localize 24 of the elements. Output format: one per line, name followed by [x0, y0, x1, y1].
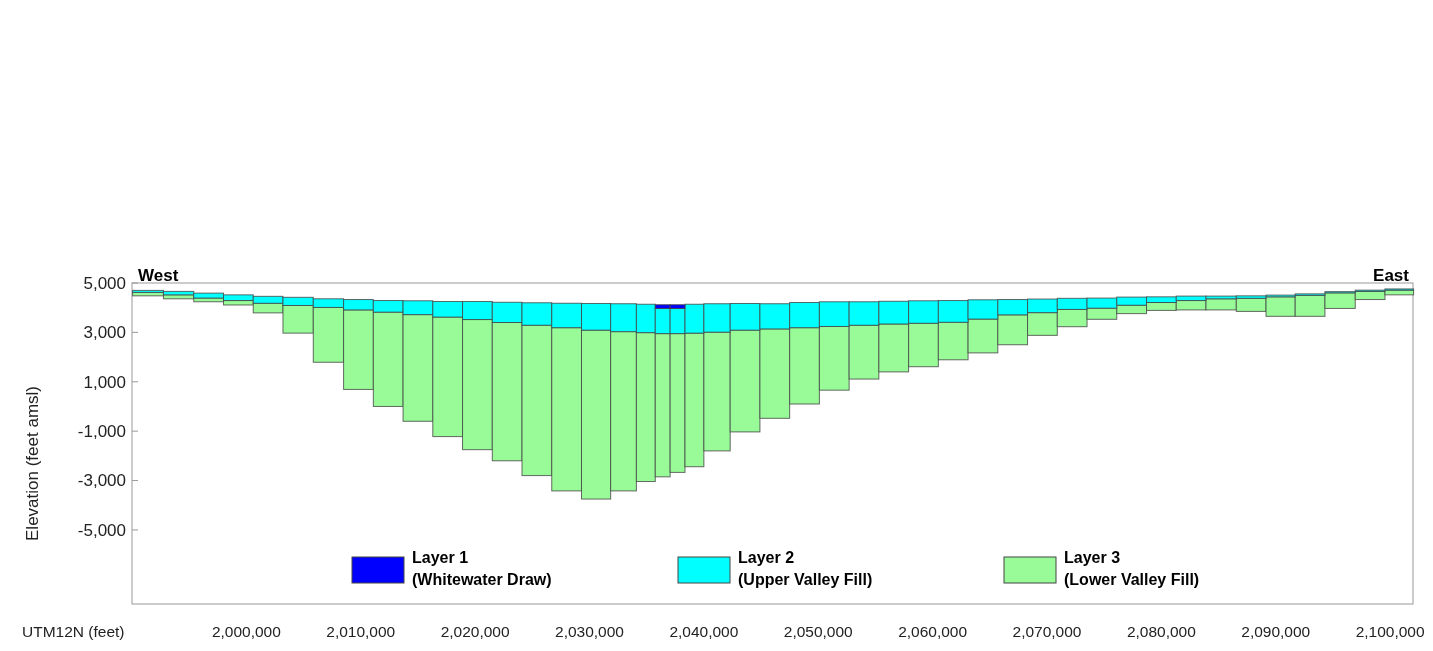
legend-label: Layer 1 (Whitewater Draw) — [412, 549, 552, 588]
x-axis-title: UTM12N (feet) — [22, 623, 125, 640]
annotation: East — [1373, 266, 1410, 285]
x-tick-label: 2,010,000 — [326, 623, 396, 640]
x-tick-label: 2,070,000 — [1012, 623, 1082, 640]
annotation: West — [138, 266, 179, 285]
y-tick-label: -3,000 — [77, 471, 126, 491]
y-tick-label: -5,000 — [77, 520, 126, 540]
y-tick-label: 5,000 — [83, 273, 126, 293]
x-tick-label: 2,040,000 — [669, 623, 739, 640]
y-tick-label: 3,000 — [83, 323, 126, 343]
y-axis-title: Elevation (feet amsl) — [23, 386, 42, 541]
legend-label: Layer 3 (Lower Valley Fill) — [1064, 549, 1200, 588]
y-tick-label: 1,000 — [83, 372, 126, 392]
x-tick-label: 2,100,000 — [1355, 623, 1425, 640]
legend-label: Layer 2 (Upper Valley Fill) — [738, 549, 873, 588]
x-tick-label: 2,050,000 — [783, 623, 854, 640]
y-tick-label: -1,000 — [77, 422, 126, 442]
x-tick-label: 2,080,000 — [1126, 623, 1197, 640]
x-tick-label: 2,030,000 — [555, 623, 625, 640]
x-tick-label: 2,090,000 — [1241, 623, 1311, 640]
x-tick-label: 2,020,000 — [440, 623, 510, 640]
x-tick-label: 2,060,000 — [898, 623, 968, 640]
x-tick-label: 2,000,000 — [211, 623, 282, 640]
